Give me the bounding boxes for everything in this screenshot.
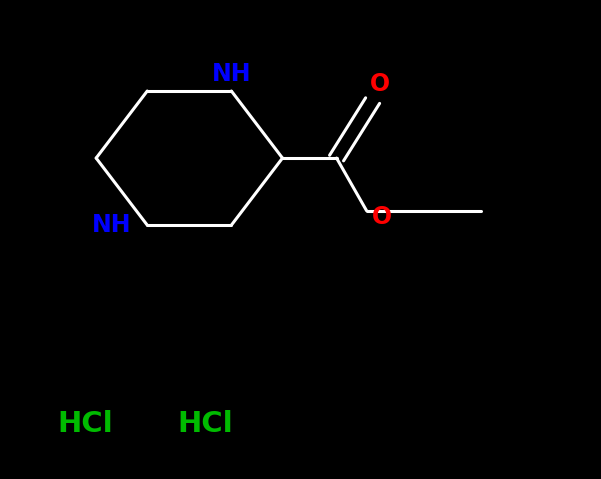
Text: NH: NH — [212, 62, 251, 86]
Text: NH: NH — [91, 213, 131, 237]
Text: HCl: HCl — [177, 410, 233, 438]
Text: HCl: HCl — [57, 410, 113, 438]
Text: O: O — [370, 72, 390, 96]
Text: O: O — [371, 205, 391, 228]
